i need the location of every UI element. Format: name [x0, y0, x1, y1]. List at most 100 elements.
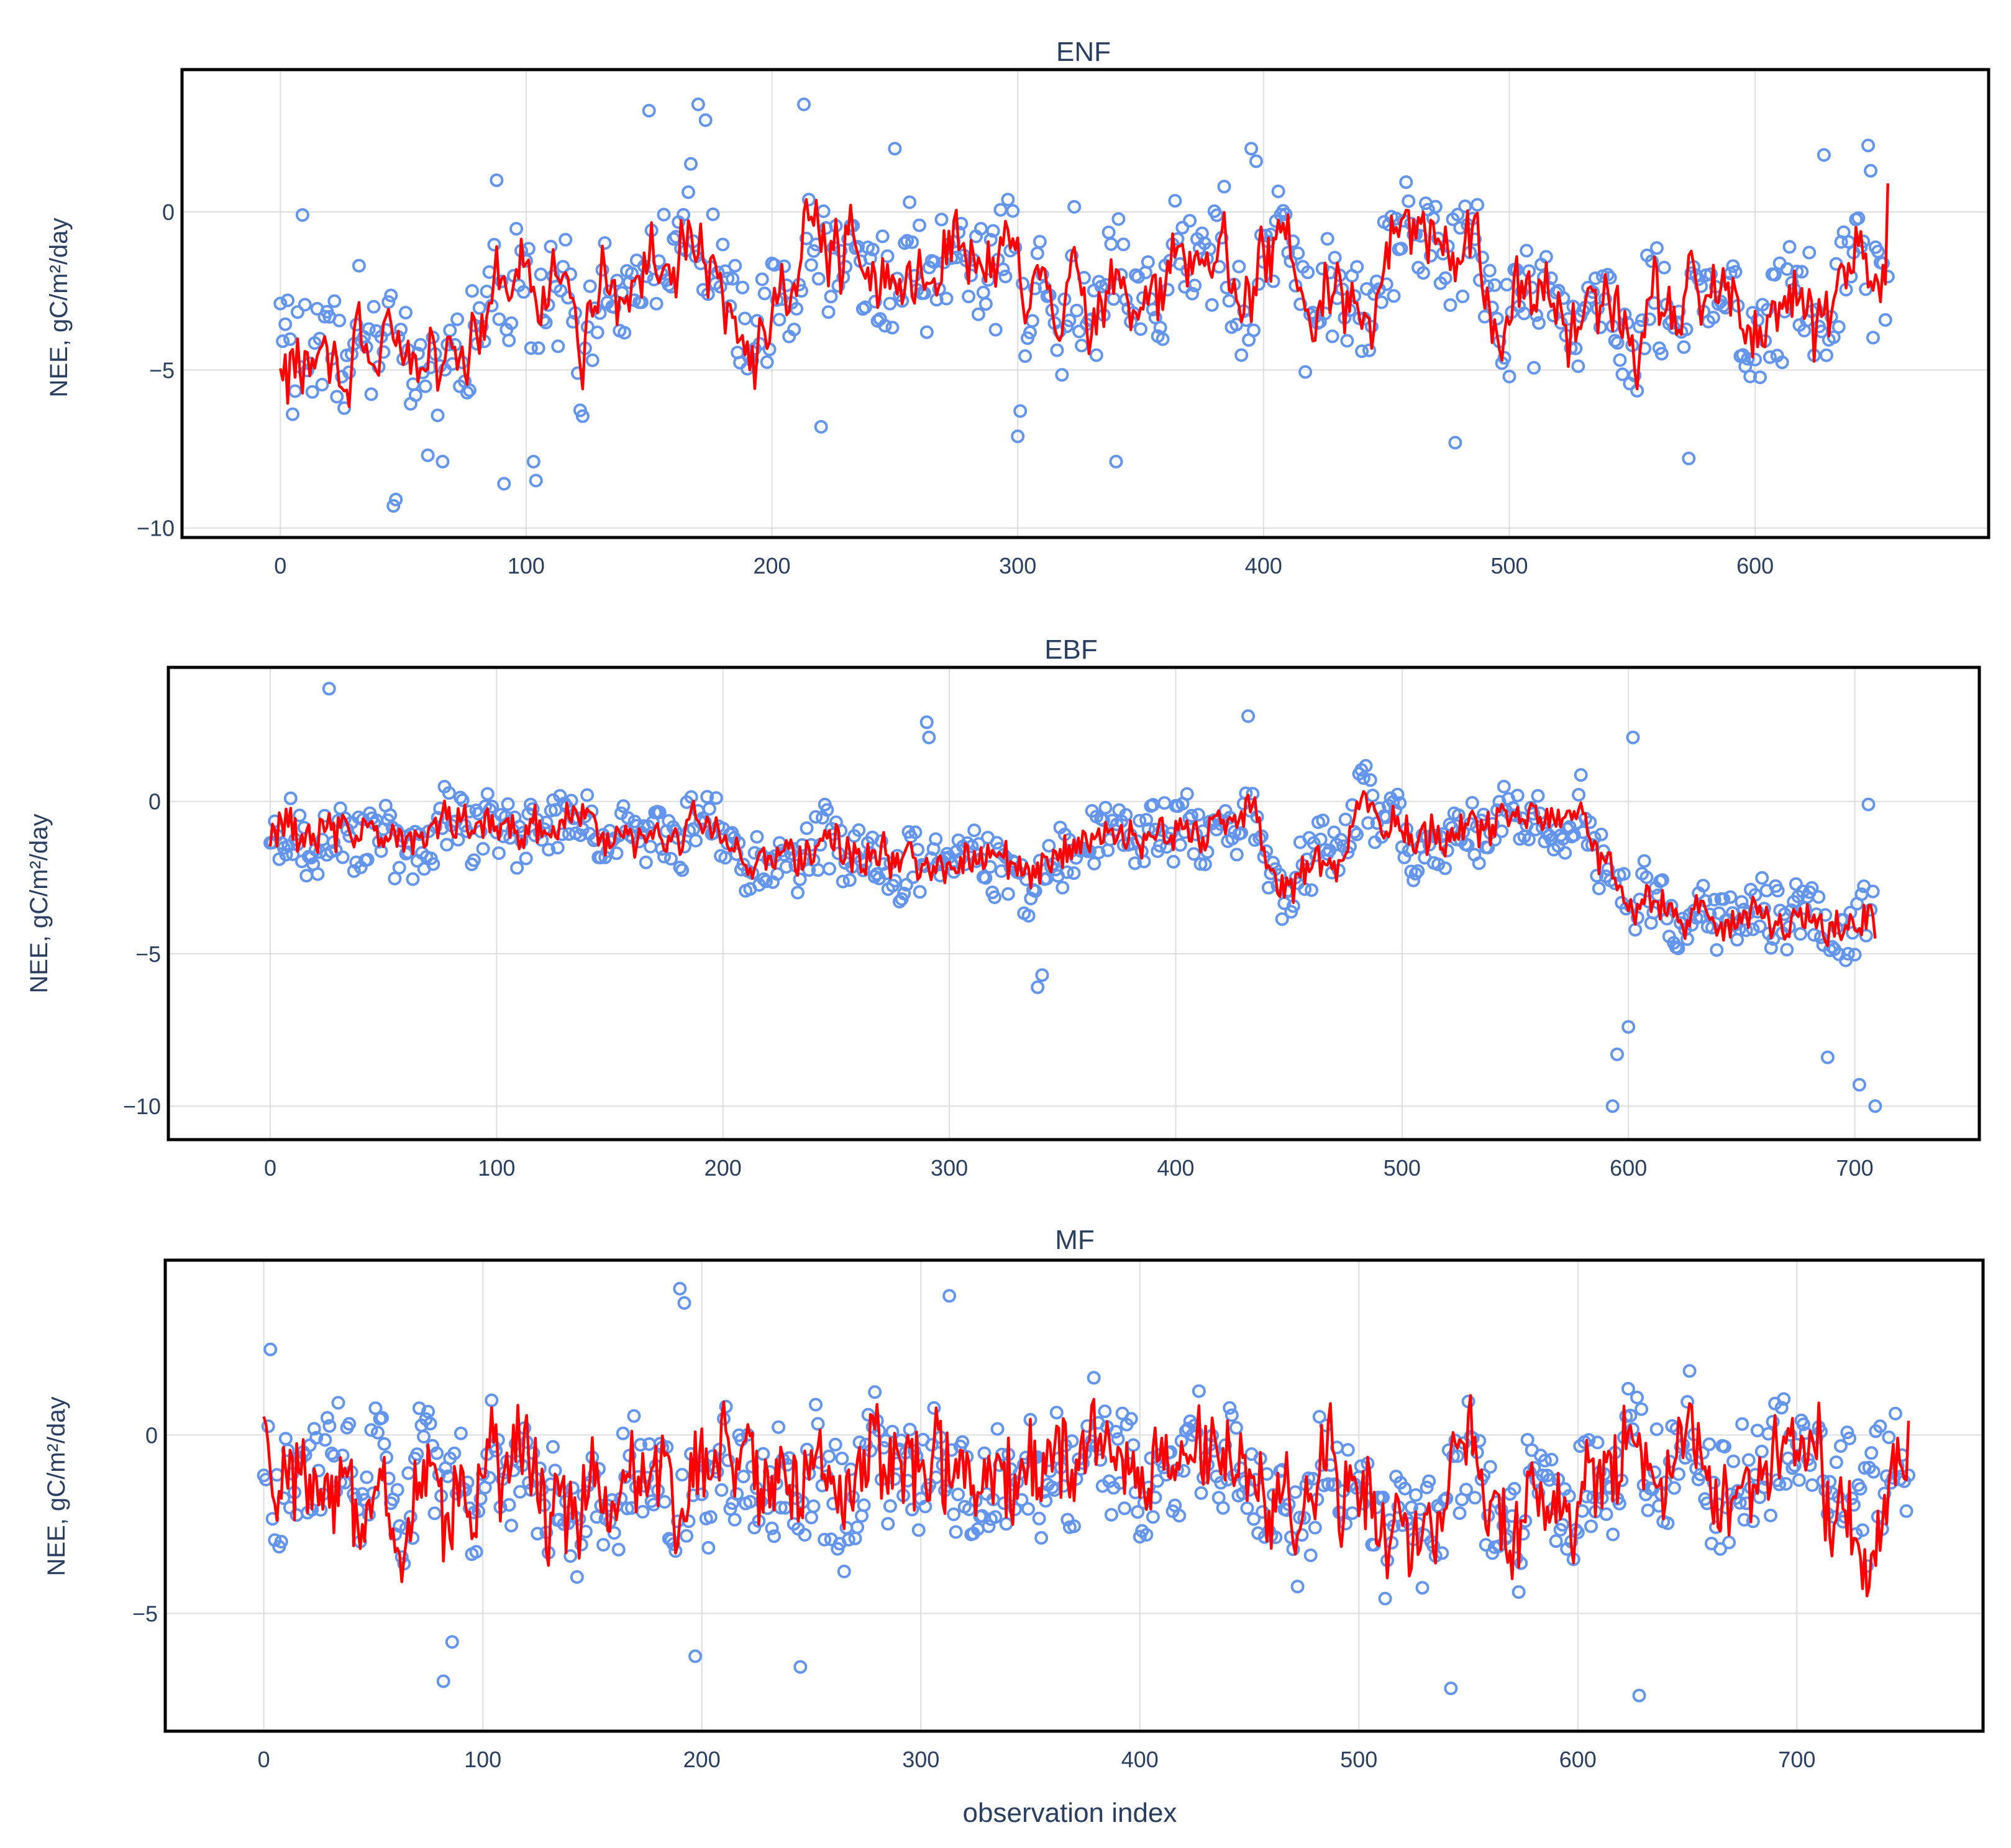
- enf-observed-point: [516, 285, 531, 299]
- enf-observed-point: [1775, 355, 1789, 370]
- mf-observed-point: [371, 1425, 385, 1440]
- enf-observed-point: [657, 208, 671, 222]
- enf-observed-point: [1183, 214, 1197, 228]
- enf-observed-point: [305, 385, 319, 399]
- ebf-observed-point: [888, 874, 902, 888]
- ebf-y-tick-label: −10: [123, 1094, 161, 1119]
- mf-observed-point: [322, 1419, 337, 1433]
- mf-observed-point: [1764, 1508, 1777, 1522]
- enf-observed-point: [865, 242, 880, 257]
- mf-observed-point: [314, 1503, 328, 1517]
- enf-observed-point: [804, 258, 818, 272]
- ebf-observed-point: [972, 837, 986, 851]
- enf-observed-point: [1649, 241, 1664, 255]
- ebf-observed-point: [1411, 864, 1425, 878]
- enf-observed-point: [738, 311, 752, 326]
- mf-x-tick-label: 200: [683, 1747, 721, 1772]
- mf-observed-point: [504, 1519, 518, 1533]
- enf-observed-point: [677, 208, 691, 222]
- mf-observed-point: [1889, 1406, 1902, 1420]
- mf-observed-point: [772, 1420, 786, 1434]
- ebf-observed-point: [347, 864, 361, 878]
- ebf-observed-point: [1705, 920, 1719, 935]
- mf-observed-point: [335, 1448, 350, 1463]
- mf-observed-point: [1544, 1453, 1559, 1466]
- ebf-observed-point: [675, 863, 690, 877]
- mf-observed-point: [1216, 1501, 1230, 1515]
- mf-observed-point: [430, 1446, 444, 1460]
- enf-observed-point: [760, 355, 774, 369]
- mf-observed-point: [1229, 1420, 1243, 1435]
- enf-observed-point: [551, 339, 565, 354]
- enf-observed-point: [298, 298, 312, 312]
- ebf-observed-point: [514, 834, 529, 848]
- mf-x-tick-label: 700: [1778, 1747, 1815, 1772]
- ebf-observed-point: [852, 823, 866, 837]
- enf-observed-point: [490, 173, 504, 188]
- ebf-observed-point: [1187, 847, 1201, 861]
- ebf-observed-point: [1305, 883, 1319, 897]
- mf-x-tick-label: 0: [258, 1747, 270, 1772]
- enf-observed-point: [1790, 264, 1804, 278]
- mf-observed-point: [841, 1532, 855, 1547]
- mf-x-tick-label: 100: [464, 1747, 501, 1772]
- ebf-observed-point: [1087, 856, 1101, 871]
- enf-observed-point: [1394, 242, 1408, 255]
- mf-observed-point: [634, 1438, 647, 1452]
- enf-observed-point: [986, 224, 1000, 238]
- ebf-x-tick-label: 500: [1384, 1155, 1421, 1181]
- enf-observed-point: [1399, 175, 1413, 190]
- mf-observed-point: [990, 1422, 1005, 1436]
- mf-observed-point: [835, 1452, 849, 1466]
- mf-observed-point: [1049, 1406, 1064, 1420]
- enf-observed-point: [834, 244, 848, 258]
- ebf-observed-point: [919, 715, 934, 730]
- mf-observed-point: [806, 1499, 821, 1513]
- ebf-observed-point: [809, 810, 823, 824]
- enf-observed-point: [1608, 334, 1622, 348]
- enf-observed-point: [801, 193, 816, 207]
- ebf-observed-point: [492, 846, 506, 860]
- ebf-observed-point: [451, 833, 465, 847]
- enf-observed-point: [772, 313, 787, 327]
- enf-observed-point: [487, 237, 501, 252]
- enf-observed-point: [495, 274, 509, 288]
- mf-observed-point: [1341, 1443, 1355, 1457]
- enf-observed-point: [962, 290, 976, 304]
- enf-title: ENF: [1056, 37, 1111, 67]
- enf-observed-point: [983, 232, 998, 247]
- enf-observed-point: [888, 142, 902, 156]
- ebf-observed-point: [519, 851, 533, 866]
- enf-observed-point: [974, 222, 988, 236]
- enf-observed-point: [389, 492, 403, 506]
- ebf-observed-point: [542, 843, 556, 857]
- mf-observed-point: [818, 1532, 832, 1547]
- mf-observed-point: [596, 1538, 611, 1552]
- enf-observed-point: [1070, 303, 1084, 318]
- enf-observed-point: [376, 345, 391, 359]
- enf-observed-point: [1185, 286, 1200, 301]
- mf-observed-point: [590, 1510, 604, 1524]
- ebf-observed-point: [1868, 1099, 1882, 1114]
- ebf-observed-point: [1521, 833, 1536, 846]
- enf-observed-point: [649, 296, 663, 311]
- enf-observed-point: [362, 322, 376, 336]
- enf-observed-point: [1677, 340, 1691, 354]
- ebf-observed-point: [1866, 884, 1880, 899]
- enf-observed-point: [1141, 255, 1155, 269]
- ebf-observed-point: [1750, 905, 1764, 919]
- enf-observed-point: [1340, 334, 1354, 348]
- enf-observed-point: [472, 301, 486, 315]
- enf-observed-point: [544, 239, 558, 254]
- enf-observed-point: [797, 98, 811, 111]
- mf-observed-point: [565, 1481, 580, 1495]
- mf-panel: MF NEE, gC/m²/day 0 100 200 300 400 500 600 700…: [43, 1225, 1985, 1772]
- ebf-observed-point: [967, 823, 982, 838]
- ebf-observed-point: [480, 787, 495, 801]
- enf-observed-point: [622, 275, 637, 290]
- mf-title: MF: [1055, 1225, 1095, 1255]
- enf-observed-point: [1266, 274, 1280, 288]
- enf-observed-point: [1785, 276, 1799, 290]
- enf-observed-point: [1271, 185, 1285, 198]
- mf-observed-point: [673, 1281, 687, 1296]
